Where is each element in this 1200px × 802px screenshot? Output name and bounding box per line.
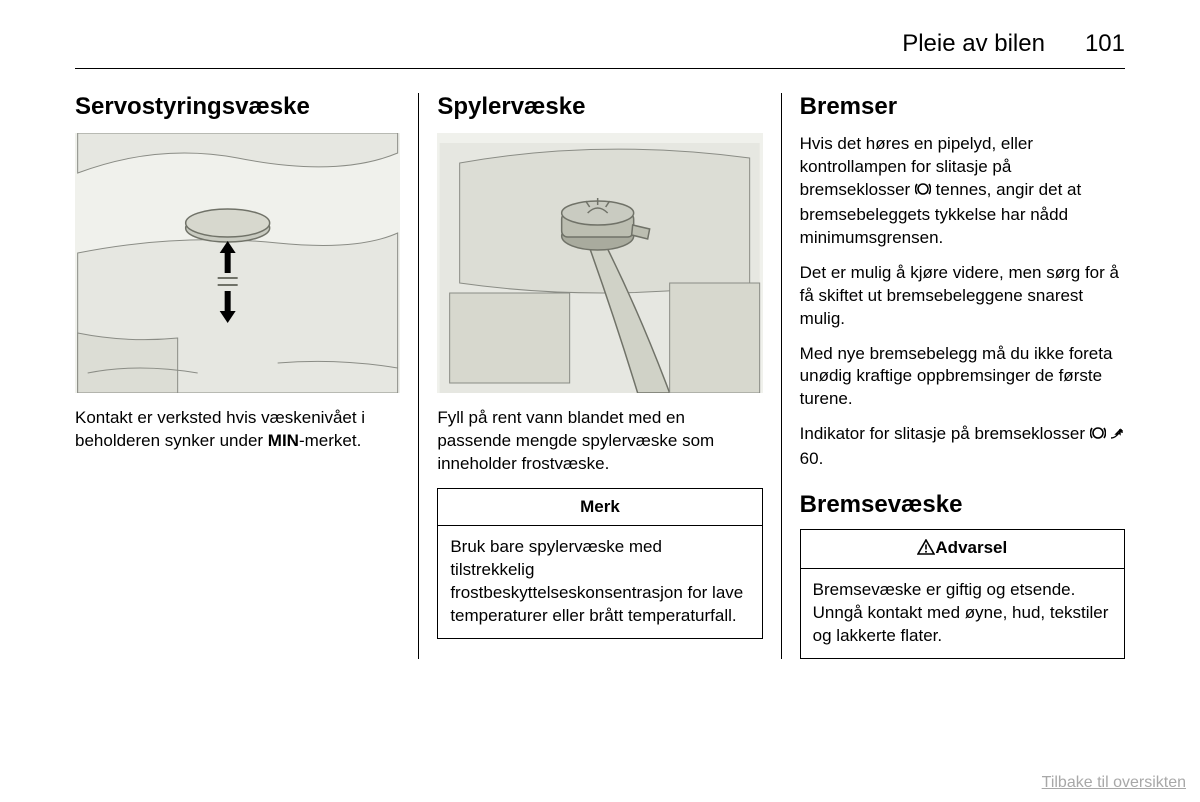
warning-title: Advarsel xyxy=(801,530,1124,569)
content-columns: Servostyringsvæske xyxy=(75,93,1125,659)
column-3: Bremser Hvis det høres en pipelyd, eller… xyxy=(781,93,1125,659)
header-page-number: 101 xyxy=(1085,30,1125,58)
brake-wear-icon-2 xyxy=(1090,425,1106,448)
back-to-overview-link[interactable]: Tilbake til oversikten xyxy=(1042,774,1186,792)
warning-title-text: Advarsel xyxy=(935,538,1007,557)
reference-arrow-icon xyxy=(1110,424,1124,447)
warning-triangle-icon xyxy=(917,539,935,560)
note-box: Merk Bruk bare spylervæske med tilstrekk… xyxy=(437,488,762,639)
col1-paragraph-1: Kontakt er verksted hvis væskenivået i b… xyxy=(75,407,400,453)
col3-heading: Bremser xyxy=(800,93,1125,121)
page-header: Pleie av bilen 101 xyxy=(75,30,1125,69)
figure-washer-fluid xyxy=(437,133,762,393)
col3-paragraph-3: Med nye bremsebelegg må du ikke foreta u… xyxy=(800,343,1125,412)
brake-wear-icon xyxy=(915,181,931,204)
col1-p1-text-b: -merket. xyxy=(299,431,361,450)
col3-paragraph-2: Det er mulig å kjøre videre, men sørg fo… xyxy=(800,262,1125,331)
col3-p4-ref: 60. xyxy=(800,449,824,468)
header-section-title: Pleie av bilen xyxy=(902,30,1045,58)
column-1: Servostyringsvæske xyxy=(75,93,418,659)
note-title: Merk xyxy=(438,489,761,526)
col2-heading: Spylervæske xyxy=(437,93,762,121)
col3-p4-a: Indikator for slitasje på bremseklosser xyxy=(800,424,1090,443)
col3-paragraph-4: Indikator for slitasje på bremseklosser … xyxy=(800,423,1125,471)
col1-p1-bold: MIN xyxy=(268,431,299,450)
note-body: Bruk bare spylervæske med tilstrekkelig … xyxy=(438,526,761,638)
col3-subheading: Bremsevæske xyxy=(800,491,1125,519)
page-container: Pleie av bilen 101 Servostyringsvæske xyxy=(0,0,1200,659)
col3-paragraph-1: Hvis det høres en pipelyd, eller kontrol… xyxy=(800,133,1125,250)
warning-body: Bremsevæske er giftig og etsende. Unngå … xyxy=(801,569,1124,658)
figure-steering-fluid xyxy=(75,133,400,393)
col1-heading: Servostyringsvæske xyxy=(75,93,400,121)
warning-box: Advarsel Bremsevæske er giftig og etsend… xyxy=(800,529,1125,659)
col2-paragraph-1: Fyll på rent vann blandet med en passend… xyxy=(437,407,762,476)
column-2: Spylervæske xyxy=(418,93,780,659)
